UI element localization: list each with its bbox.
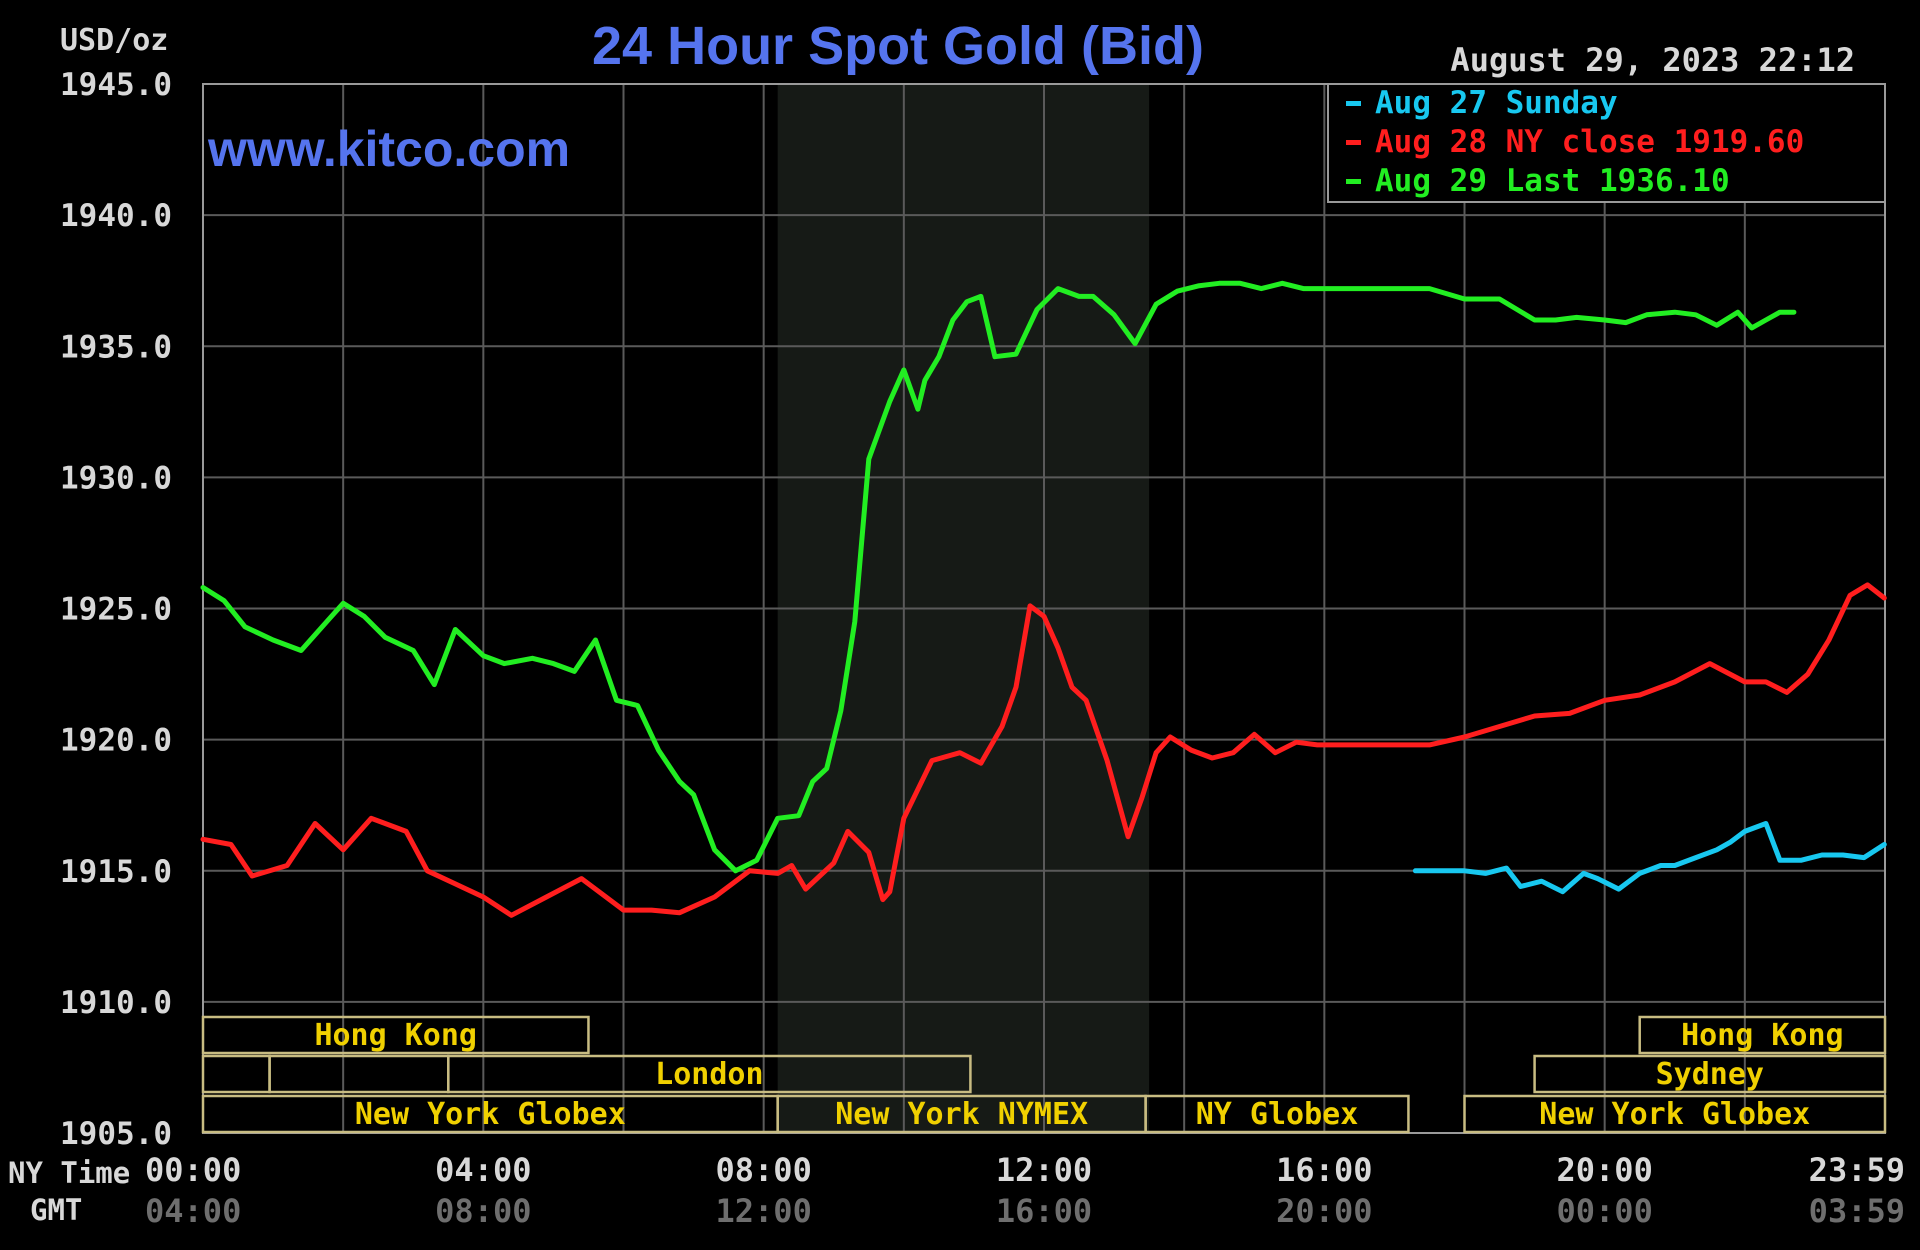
session-box <box>1533 1054 1887 1094</box>
session-label: New York Globex <box>1539 1097 1810 1132</box>
series-line <box>200 582 1887 918</box>
session-box <box>1463 1094 1887 1134</box>
ny-time-row-label: NY Time <box>8 1156 130 1190</box>
ny-time-tick: 08:00 <box>716 1151 812 1189</box>
legend-entry: Aug 29 Last 1936.10 <box>1375 163 1730 199</box>
y-axis-ticks: 1945.0 1940.0 1935.0 1930.0 1925.0 1920.0 1915… <box>60 67 172 1152</box>
session-box <box>201 1015 590 1055</box>
legend-box <box>1327 83 1886 203</box>
gmt-time-tick: 00:00 <box>1557 1192 1653 1230</box>
y-tick-label: 1930.0 <box>60 460 172 496</box>
y-tick-label: 1910.0 <box>60 985 172 1021</box>
session-label: Hong Kong <box>1681 1018 1844 1053</box>
y-tick-label: 1940.0 <box>60 198 172 234</box>
session-label: London <box>655 1057 763 1092</box>
session-box <box>1144 1094 1410 1134</box>
legend-swatch <box>1346 140 1361 145</box>
legend-entry: Aug 28 NY close 1919.60 <box>1375 124 1804 160</box>
ny-time-tick: 20:00 <box>1557 1151 1653 1189</box>
ny-time-tick: 16:00 <box>1276 1151 1372 1189</box>
gmt-time-tick: 16:00 <box>996 1192 1092 1230</box>
watermark: www.kitco.com <box>207 121 570 177</box>
session-box <box>1638 1015 1887 1055</box>
y-tick-label: 1925.0 <box>60 592 172 628</box>
y-tick-label: 1945.0 <box>60 67 172 103</box>
gridlines <box>203 83 1885 1134</box>
session-label: NY Globex <box>1196 1097 1359 1132</box>
y-tick-label: 1915.0 <box>60 854 172 890</box>
gmt-time-tick: 12:00 <box>716 1192 812 1230</box>
session-label: Hong Kong <box>314 1018 477 1053</box>
ny-time-tick: 12:00 <box>996 1151 1092 1189</box>
session-label: New York Globex <box>355 1097 626 1132</box>
legend-entry: Aug 27 Sunday <box>1375 85 1618 121</box>
y-tick-label: 1905.0 <box>60 1116 172 1152</box>
session-label: Sydney <box>1656 1057 1764 1092</box>
y-tick-label: 1920.0 <box>60 723 172 759</box>
gmt-time-tick: 08:00 <box>435 1192 531 1230</box>
unit-label: USD/oz <box>60 23 168 58</box>
y-tick-label: 1935.0 <box>60 329 172 365</box>
trading-sessions: Hong Kong London New York Globex New York N… <box>201 1015 1887 1134</box>
legend-swatch <box>1346 101 1361 106</box>
gmt-row-label: GMT <box>30 1193 82 1227</box>
chart-title: 24 Hour Spot Gold (Bid) <box>592 16 1204 76</box>
legend-swatch <box>1346 179 1361 184</box>
session-label: New York NYMEX <box>835 1097 1088 1132</box>
series-line <box>200 280 1797 874</box>
ny-time-tick: 23:59 <box>1809 1151 1905 1189</box>
x-axis-ticks: NY TimeGMT00:0004:0004:0008:0008:0012:00… <box>8 1151 1905 1230</box>
gmt-time-tick: 04:00 <box>145 1192 241 1230</box>
ny-time-tick: 04:00 <box>435 1151 531 1189</box>
ny-time-tick: 00:00 <box>145 1151 241 1189</box>
timestamp: August 29, 2023 22:12 <box>1450 41 1855 79</box>
gmt-time-tick: 20:00 <box>1276 1192 1372 1230</box>
session-box <box>447 1054 972 1094</box>
gmt-time-tick: 03:59 <box>1809 1192 1905 1230</box>
series-lines <box>200 280 1887 918</box>
series-line <box>1412 821 1887 895</box>
